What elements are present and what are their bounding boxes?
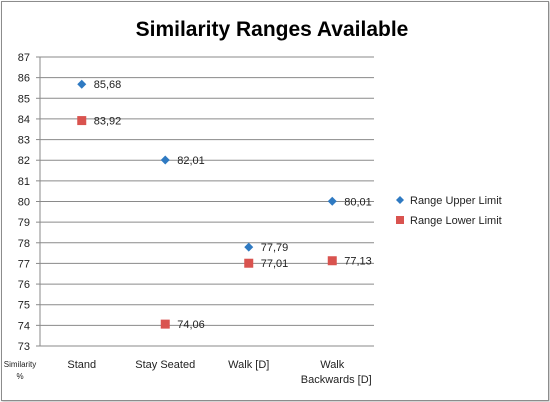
y-tick-label: 81 [18,176,30,188]
data-label: 83,92 [94,116,122,128]
upper-limit-point [77,79,87,89]
legend: Range Upper Limit Range Lower Limit [396,195,502,227]
x-category-label: Stand [67,359,96,371]
y-tick-label: 76 [18,279,30,291]
y-tick-label: 87 [18,52,30,64]
upper-limit-point [244,242,254,252]
y-tick-label: 77 [18,258,30,270]
data-label: 80,01 [344,196,372,208]
x-category-label: Stay Seated [135,359,195,371]
y-tick-label: 80 [18,197,30,209]
lower-limit-point [77,116,87,126]
legend-entry: Range Lower Limit [410,215,502,227]
legend-square-icon [396,216,404,224]
y-tick-label: 78 [18,238,30,250]
x-category-label: Walk [D] [228,359,269,371]
data-points: 85,68 82,01 77,79 80,01 83,92 74,06 77,01 77,13 [77,79,372,331]
lower-limit-point [327,256,337,266]
y-tick-label: 75 [18,300,30,312]
x-category-label: Walk [320,359,345,371]
y-tick-label: 83 [18,135,30,147]
y-tick-label: 79 [18,217,30,229]
legend-entry: Range Upper Limit [410,195,502,207]
y-tick-label: 84 [18,114,30,126]
data-label: 77,79 [261,242,289,254]
upper-limit-point [160,155,170,165]
lower-limit-point [244,258,254,268]
lower-limit-point [160,319,170,329]
data-label: 77,01 [261,258,289,270]
y-tick-label: 85 [18,93,30,105]
data-label: 74,06 [177,319,205,331]
data-label: 77,13 [344,256,372,268]
y-tick-label: 82 [18,155,30,167]
y-axis-title-line: % [16,372,23,381]
y-tick-labels: 73 74 75 76 77 78 79 80 81 82 83 84 85 86 87 [18,52,30,353]
x-category-labels: Stand Stay Seated Walk [D] Walk Backwards [D… [67,359,371,386]
y-tick-label: 74 [18,320,30,332]
y-axis-title-line: Similarity [4,360,36,369]
x-category-label: Backwards [D] [301,374,372,386]
y-tick-label: 86 [18,73,30,85]
y-tick-label: 73 [18,341,30,353]
data-label: 85,68 [94,79,122,91]
legend-diamond-icon [396,196,404,204]
axes [36,56,374,347]
y-axis-title: Similarity% [4,360,36,381]
upper-limit-point [327,196,337,206]
chart-title: Similarity Ranges Available [136,18,409,41]
data-label: 82,01 [177,155,205,167]
gridlines [40,56,374,326]
